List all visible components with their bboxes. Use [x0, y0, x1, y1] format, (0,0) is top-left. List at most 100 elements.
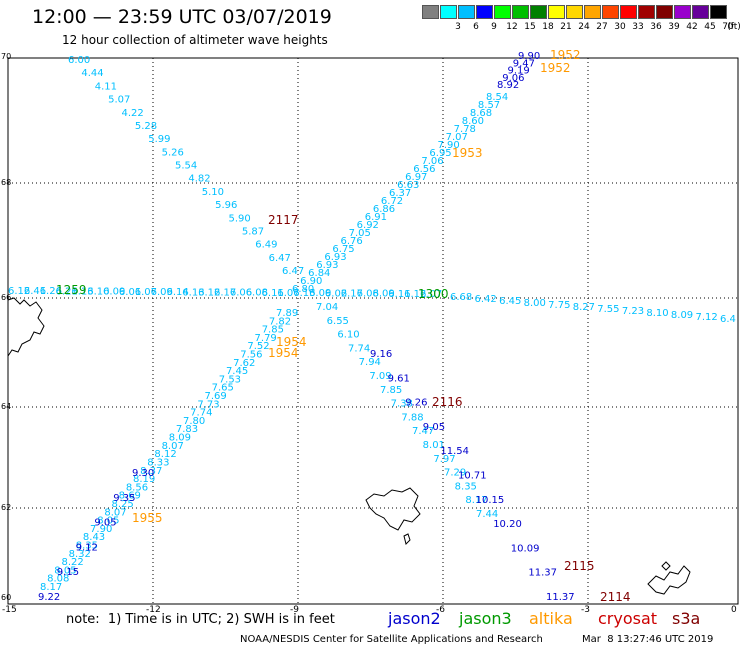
swh-label: 8.43	[83, 532, 105, 543]
swh-label: 6.37	[389, 188, 411, 199]
swh-label: 9.30	[132, 468, 154, 479]
lon-label: -6	[436, 605, 445, 615]
swh-label: 5.87	[242, 226, 264, 237]
swh-label: 8.12	[154, 449, 176, 460]
swh-label: 9.06	[502, 73, 524, 84]
swh-label: 7.23	[622, 306, 644, 317]
swh-label: 6.84	[308, 268, 330, 279]
swh-label: 7.04	[316, 302, 338, 313]
swh-label: 6.97	[405, 172, 427, 183]
swh-label: 8.25	[112, 499, 134, 510]
pass-time-label: 1954	[276, 335, 307, 349]
swh-label: 6.49	[255, 240, 277, 251]
swh-label: 8.32	[69, 549, 91, 560]
swh-label: 5.26	[162, 147, 184, 158]
swh-label: 9.12	[76, 542, 98, 553]
swh-label: 7.97	[433, 454, 455, 465]
pass-time-label: 2115	[564, 559, 595, 573]
lat-label: 64	[1, 402, 11, 411]
swh-label: 7.90	[438, 140, 460, 151]
swh-label: 7.47	[412, 426, 434, 437]
swh-label: 9.16	[370, 349, 392, 360]
swh-label: 9.61	[388, 373, 410, 384]
colorbar-tick-label: 3	[455, 22, 461, 32]
swh-label: 6.10	[337, 330, 359, 341]
pass-time-label: 2116	[432, 395, 463, 409]
colorbar-swatch	[692, 5, 709, 19]
swh-label: 8.27	[573, 302, 595, 313]
swh-label: 6.12	[404, 289, 426, 300]
swh-label: 6.80	[292, 284, 314, 295]
swh-label: 7.09	[369, 371, 391, 382]
swh-label: 6.92	[357, 220, 379, 231]
generated-timestamp: Mar 8 13:27:46 UTC 2019	[582, 634, 714, 645]
swh-label: 9.47	[513, 58, 535, 69]
swh-label: 7.82	[269, 316, 291, 327]
swh-label: 7.56	[240, 350, 262, 361]
swh-label: 7.80	[183, 416, 205, 427]
swh-label: 7.74	[348, 343, 370, 354]
swh-label: 6.68	[450, 292, 472, 303]
swh-label: 6.76	[341, 236, 363, 247]
swh-label: 8.22	[61, 557, 83, 568]
colorbar-swatch	[602, 5, 619, 19]
swh-label: 11.37	[546, 592, 575, 603]
swh-label: 8.07	[162, 441, 184, 452]
colorbar-tick-label: 27	[596, 22, 608, 32]
swh-label: 6.4	[720, 314, 736, 325]
lon-label: -3	[581, 605, 590, 615]
swh-label: 8.09	[671, 310, 693, 321]
swh-label: 5.90	[229, 213, 251, 224]
swh-label: 6.47	[269, 253, 291, 264]
swh-label: 5.96	[215, 200, 237, 211]
lon-label: -15	[2, 605, 17, 615]
swh-label: 6.86	[373, 204, 395, 215]
colorbar-unit: (ft)	[727, 22, 740, 32]
swh-label: 7.05	[349, 228, 371, 239]
swh-label: 6.95	[429, 148, 451, 159]
swh-label: 8.05	[97, 516, 119, 527]
swh-label: 6.55	[327, 316, 349, 327]
satellite-s3a: s3a	[672, 609, 701, 628]
swh-label: 6.11	[388, 289, 410, 300]
swh-label: 10.15	[476, 495, 505, 506]
lon-label: -9	[290, 605, 299, 615]
swh-label: 8.68	[470, 108, 492, 119]
swh-label: 6.26	[40, 286, 62, 297]
swh-label: 9.26	[405, 398, 427, 409]
swh-label: 7.85	[262, 325, 284, 336]
swh-label: 6.56	[413, 164, 435, 175]
swh-label: 7.45	[226, 366, 248, 377]
swh-label: 6.45	[499, 296, 521, 307]
swh-label: 8.60	[462, 116, 484, 127]
swh-label: 8.10	[646, 308, 668, 319]
shetland-islands	[647, 565, 691, 595]
faroe-islands	[365, 487, 421, 531]
satellite-cryosat: cryosat	[598, 609, 658, 628]
pass-time-label: 1300	[418, 287, 449, 301]
colorbar-tick-label: 21	[560, 22, 572, 32]
swh-label: 9.05	[94, 518, 116, 529]
swh-label: 8.00	[524, 298, 546, 309]
swh-label: 7.85	[380, 385, 402, 396]
swh-label: 6.01	[119, 287, 141, 298]
swh-label: 9.22	[38, 592, 60, 603]
swh-label: 6.00	[68, 55, 90, 66]
colorbar-swatch	[512, 5, 529, 19]
swh-label: 6.07	[135, 287, 157, 298]
swh-label: 8.57	[478, 100, 500, 111]
swh-label: 6.13	[182, 287, 204, 298]
swh-label: 6.17	[341, 288, 363, 299]
swh-label: 6.90	[300, 276, 322, 287]
colorbar-swatch	[638, 5, 655, 19]
map-frame	[7, 57, 739, 605]
swh-label: 6.41	[24, 286, 46, 297]
swh-label: 7.55	[597, 304, 619, 315]
satellite-jason2: jason2	[388, 609, 441, 628]
swh-label: 4.82	[188, 174, 210, 185]
swh-label: 6.13	[71, 286, 93, 297]
swh-label: 10.09	[511, 543, 540, 554]
lat-label: 60	[1, 593, 11, 602]
swh-label: 11.54	[440, 446, 469, 457]
